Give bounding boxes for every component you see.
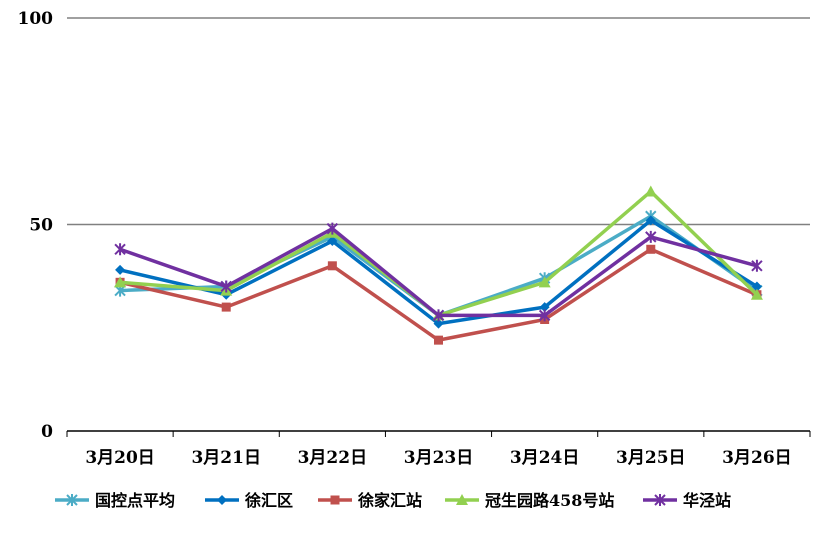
legend-label: 徐家汇站 [357,491,422,510]
legend-item: 徐家汇站 [318,491,422,510]
point-marker [330,495,340,505]
legend-label: 国控点平均 [95,491,175,510]
point-marker [115,264,126,275]
x-tick-label: 3月26日 [722,448,792,468]
point-marker [434,335,443,345]
legend-item: 国控点平均 [55,491,175,510]
series-line [120,214,758,318]
point-marker [645,230,657,243]
point-marker [751,259,763,272]
series-line [119,226,758,318]
x-tick-label: 3月23日 [404,448,474,468]
y-tick-label: 100 [18,9,54,29]
point-marker [327,236,338,247]
y-tick-label: 0 [41,422,53,442]
point-marker [114,276,127,288]
x-tick-label: 3月20日 [85,448,155,468]
point-marker [750,288,763,300]
point-marker [66,494,78,506]
point-marker [751,281,762,292]
point-marker [327,261,337,271]
point-marker [432,309,445,322]
point-marker [326,222,339,235]
legend-item: 华泾站 [643,491,731,510]
point-marker [646,244,656,254]
series-3 [114,185,763,321]
legend-item: 徐汇区 [205,491,293,510]
series-2 [115,244,762,345]
point-marker [654,494,666,506]
point-marker [220,280,232,293]
x-tick-label: 3月22日 [298,448,368,468]
x-tick-label: 3月24日 [510,448,580,468]
point-marker [433,318,444,329]
point-marker [538,276,551,288]
legend-label: 华泾站 [683,491,731,510]
legend-label: 徐汇区 [244,491,293,510]
y-tick-label: 50 [29,216,53,236]
legend-item: 冠生园路458号站 [445,491,614,510]
point-marker [456,494,468,505]
legend-label: 冠生园路458号站 [485,491,614,510]
point-marker [538,309,551,322]
series-line [119,218,758,326]
point-marker [217,495,227,505]
point-marker [539,302,550,313]
point-marker [221,302,231,312]
series-4 [114,222,763,322]
point-marker [644,185,657,197]
x-tick-label: 3月21日 [191,448,261,468]
point-marker [645,215,656,226]
x-tick-label: 3月25日 [616,448,686,468]
point-marker [114,243,126,256]
